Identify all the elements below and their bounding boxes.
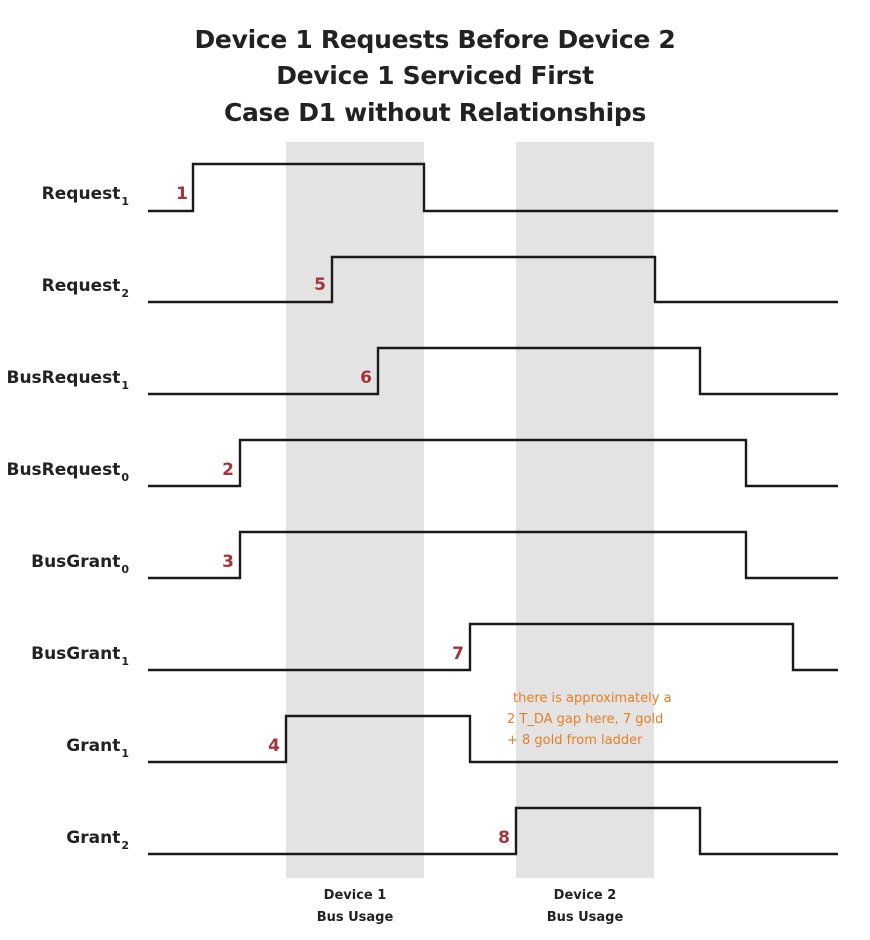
device-1-region-sublabel: Bus Usage bbox=[317, 910, 394, 925]
diagram-title-line-2: Device 1 Serviced First bbox=[276, 61, 594, 90]
waveform-request-2 bbox=[148, 255, 838, 304]
step-number-1: 1 bbox=[176, 184, 188, 204]
diagram-title-line-3: Case D1 without Relationships bbox=[223, 98, 647, 127]
signal-label-grant-1: Grant1 bbox=[66, 736, 129, 760]
annotation-note-line-2: 2 T_DA gap here, 7 gold bbox=[507, 712, 663, 727]
step-number-7: 7 bbox=[452, 644, 464, 664]
step-number-4: 4 bbox=[268, 736, 280, 756]
step-number-2: 2 bbox=[222, 460, 234, 480]
step-number-8: 8 bbox=[498, 828, 510, 848]
device-1-bus-usage-region bbox=[286, 142, 424, 878]
signal-label-bus-request-0: BusRequest0 bbox=[6, 460, 129, 484]
annotation-note-line-3: + 8 gold from ladder bbox=[507, 733, 643, 748]
signal-label-bus-grant-0: BusGrant0 bbox=[31, 552, 129, 576]
step-number-3: 3 bbox=[222, 552, 234, 572]
step-number-5: 5 bbox=[314, 275, 326, 295]
device-2-bus-usage-region bbox=[516, 142, 654, 878]
signal-label-grant-2: Grant2 bbox=[66, 828, 129, 852]
annotation-note-line-1: there is approximately a bbox=[513, 691, 672, 706]
waveform-bus-request-1 bbox=[148, 346, 838, 396]
signal-label-bus-request-1: BusRequest1 bbox=[6, 368, 129, 392]
device-1-region-label: Device 1 bbox=[324, 888, 387, 903]
device-2-region-sublabel: Bus Usage bbox=[547, 910, 624, 925]
waveform-request-1 bbox=[148, 162, 838, 213]
step-number-6: 6 bbox=[360, 368, 372, 388]
waveform-bus-request-0 bbox=[148, 438, 838, 488]
waveform-bus-grant-0 bbox=[148, 530, 838, 580]
waveform-bus-grant-1 bbox=[148, 622, 838, 672]
signal-label-request-2: Request2 bbox=[42, 276, 129, 300]
diagram-title-line-1: Device 1 Requests Before Device 2 bbox=[194, 25, 676, 54]
waveform-grant-2 bbox=[148, 806, 838, 856]
signal-label-bus-grant-1: BusGrant1 bbox=[31, 644, 129, 668]
waveform-grant-1 bbox=[148, 714, 838, 764]
device-2-region-label: Device 2 bbox=[554, 888, 617, 903]
signal-label-request-1: Request1 bbox=[42, 184, 129, 208]
